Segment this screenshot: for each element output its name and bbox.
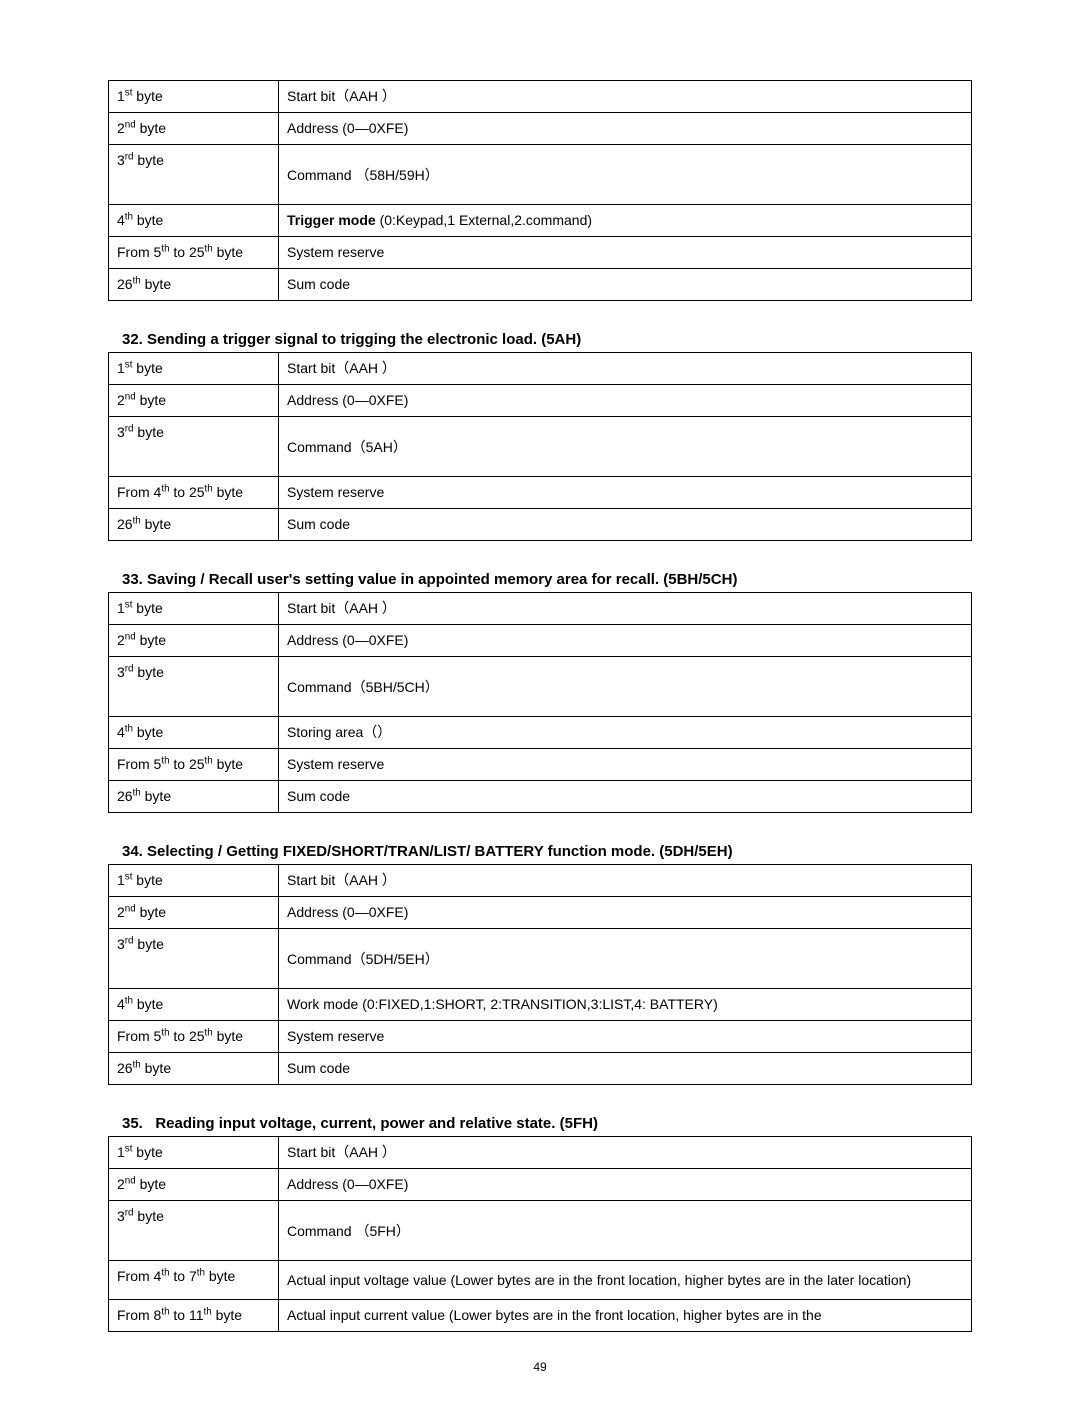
table-row: 3rd byteCommand（5AH） bbox=[109, 417, 972, 477]
table-row: 26th byteSum code bbox=[109, 509, 972, 541]
table-row: 4th byteWork mode (0:FIXED,1:SHORT, 2:TR… bbox=[109, 989, 972, 1021]
byte-cell: 3rd byte bbox=[109, 657, 279, 717]
description-cell: Command （58H/59H） bbox=[279, 145, 972, 205]
description-cell: Sum code bbox=[279, 1053, 972, 1085]
byte-cell: From 4th to 7th byte bbox=[109, 1261, 279, 1300]
table-row: 2nd byteAddress (0—0XFE) bbox=[109, 385, 972, 417]
table-row: From 5th to 25th byteSystem reserve bbox=[109, 237, 972, 269]
description-cell: Work mode (0:FIXED,1:SHORT, 2:TRANSITION… bbox=[279, 989, 972, 1021]
description-cell: Start bit（AAH ） bbox=[279, 81, 972, 113]
description-cell: Sum code bbox=[279, 269, 972, 301]
byte-cell: 2nd byte bbox=[109, 385, 279, 417]
table-row: 1st byteStart bit（AAH ） bbox=[109, 1137, 972, 1169]
description-cell: System reserve bbox=[279, 749, 972, 781]
description-cell: Start bit（AAH ） bbox=[279, 1137, 972, 1169]
table-row: 26th byteSum code bbox=[109, 269, 972, 301]
description-cell: Sum code bbox=[279, 781, 972, 813]
byte-cell: 3rd byte bbox=[109, 929, 279, 989]
protocol-table: 1st byteStart bit（AAH ）2nd byteAddress (… bbox=[108, 80, 972, 301]
description-cell: Address (0—0XFE) bbox=[279, 113, 972, 145]
byte-cell: 26th byte bbox=[109, 509, 279, 541]
protocol-table: 1st byteStart bit（AAH ）2nd byteAddress (… bbox=[108, 864, 972, 1085]
byte-cell: From 5th to 25th byte bbox=[109, 237, 279, 269]
table-row: 1st byteStart bit（AAH ） bbox=[109, 593, 972, 625]
table-row: 3rd byteCommand （58H/59H） bbox=[109, 145, 972, 205]
byte-cell: 26th byte bbox=[109, 269, 279, 301]
byte-cell: 1st byte bbox=[109, 593, 279, 625]
description-cell: Trigger mode (0:Keypad,1 External,2.comm… bbox=[279, 205, 972, 237]
byte-cell: 3rd byte bbox=[109, 417, 279, 477]
section-heading: 34. Selecting / Getting FIXED/SHORT/TRAN… bbox=[108, 841, 972, 862]
byte-cell: 26th byte bbox=[109, 781, 279, 813]
section-heading: 33. Saving / Recall user's setting value… bbox=[108, 569, 972, 590]
description-cell: Command（5BH/5CH） bbox=[279, 657, 972, 717]
table-row: From 8th to 11th byteActual input curren… bbox=[109, 1300, 972, 1332]
table-row: From 4th to 7th byteActual input voltage… bbox=[109, 1261, 972, 1300]
section-heading: 35. Reading input voltage, current, powe… bbox=[108, 1113, 972, 1134]
byte-cell: From 8th to 11th byte bbox=[109, 1300, 279, 1332]
byte-cell: 2nd byte bbox=[109, 625, 279, 657]
table-row: 4th byteTrigger mode (0:Keypad,1 Externa… bbox=[109, 205, 972, 237]
table-row: 1st byteStart bit（AAH ） bbox=[109, 865, 972, 897]
table-row: 3rd byteCommand（5DH/5EH） bbox=[109, 929, 972, 989]
table-row: From 5th to 25th byteSystem reserve bbox=[109, 749, 972, 781]
byte-cell: From 5th to 25th byte bbox=[109, 1021, 279, 1053]
byte-cell: 3rd byte bbox=[109, 1201, 279, 1261]
protocol-table: 1st byteStart bit（AAH ）2nd byteAddress (… bbox=[108, 352, 972, 541]
byte-cell: 4th byte bbox=[109, 989, 279, 1021]
byte-cell: 3rd byte bbox=[109, 145, 279, 205]
description-cell: Address (0—0XFE) bbox=[279, 385, 972, 417]
table-row: 26th byteSum code bbox=[109, 781, 972, 813]
table-row: 26th byteSum code bbox=[109, 1053, 972, 1085]
page-number: 49 bbox=[108, 1360, 972, 1374]
description-cell: Command（5DH/5EH） bbox=[279, 929, 972, 989]
table-row: 3rd byteCommand（5BH/5CH） bbox=[109, 657, 972, 717]
table-row: 2nd byteAddress (0—0XFE) bbox=[109, 625, 972, 657]
description-cell: System reserve bbox=[279, 1021, 972, 1053]
description-cell: System reserve bbox=[279, 477, 972, 509]
table-row: 3rd byteCommand （5FH） bbox=[109, 1201, 972, 1261]
table-row: 1st byteStart bit（AAH ） bbox=[109, 353, 972, 385]
document-page: 1st byteStart bit（AAH ）2nd byteAddress (… bbox=[108, 80, 972, 1332]
byte-cell: 4th byte bbox=[109, 205, 279, 237]
byte-cell: From 4th to 25th byte bbox=[109, 477, 279, 509]
table-row: 4th byteStoring area（） bbox=[109, 717, 972, 749]
table-row: From 5th to 25th byteSystem reserve bbox=[109, 1021, 972, 1053]
byte-cell: 1st byte bbox=[109, 353, 279, 385]
table-row: From 4th to 25th byteSystem reserve bbox=[109, 477, 972, 509]
table-row: 2nd byteAddress (0—0XFE) bbox=[109, 113, 972, 145]
byte-cell: From 5th to 25th byte bbox=[109, 749, 279, 781]
byte-cell: 1st byte bbox=[109, 81, 279, 113]
description-cell: Sum code bbox=[279, 509, 972, 541]
byte-cell: 1st byte bbox=[109, 1137, 279, 1169]
protocol-table: 1st byteStart bit（AAH ）2nd byteAddress (… bbox=[108, 1136, 972, 1332]
byte-cell: 2nd byte bbox=[109, 1169, 279, 1201]
description-cell: Command （5FH） bbox=[279, 1201, 972, 1261]
section-heading: 32. Sending a trigger signal to trigging… bbox=[108, 329, 972, 350]
description-cell: Start bit（AAH ） bbox=[279, 593, 972, 625]
byte-cell: 2nd byte bbox=[109, 113, 279, 145]
byte-cell: 4th byte bbox=[109, 717, 279, 749]
description-cell: System reserve bbox=[279, 237, 972, 269]
description-cell: Address (0—0XFE) bbox=[279, 897, 972, 929]
byte-cell: 2nd byte bbox=[109, 897, 279, 929]
description-cell: Address (0—0XFE) bbox=[279, 625, 972, 657]
description-cell: Address (0—0XFE) bbox=[279, 1169, 972, 1201]
description-cell: Start bit（AAH ） bbox=[279, 353, 972, 385]
table-row: 2nd byteAddress (0—0XFE) bbox=[109, 897, 972, 929]
table-row: 1st byteStart bit（AAH ） bbox=[109, 81, 972, 113]
description-cell: Start bit（AAH ） bbox=[279, 865, 972, 897]
description-cell: Command（5AH） bbox=[279, 417, 972, 477]
description-cell: Actual input voltage value (Lower bytes … bbox=[279, 1261, 972, 1300]
description-cell: Storing area（） bbox=[279, 717, 972, 749]
table-row: 2nd byteAddress (0—0XFE) bbox=[109, 1169, 972, 1201]
protocol-table: 1st byteStart bit（AAH ）2nd byteAddress (… bbox=[108, 592, 972, 813]
byte-cell: 1st byte bbox=[109, 865, 279, 897]
byte-cell: 26th byte bbox=[109, 1053, 279, 1085]
description-cell: Actual input current value (Lower bytes … bbox=[279, 1300, 972, 1332]
